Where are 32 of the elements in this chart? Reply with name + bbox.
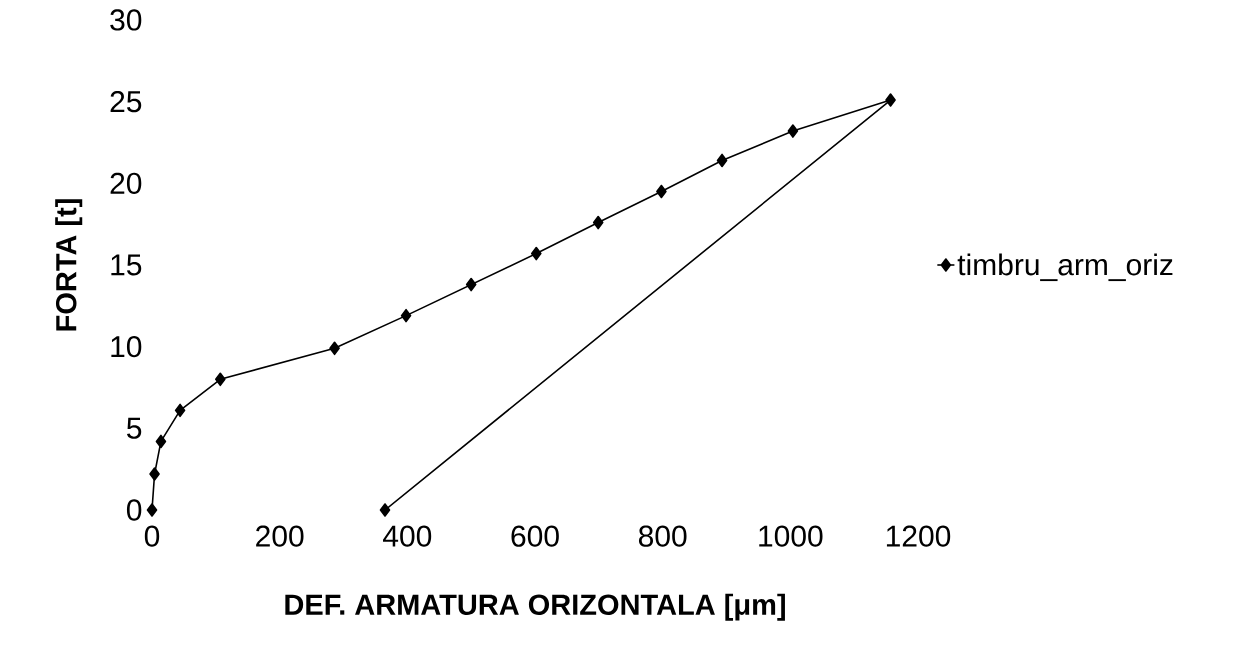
y-tick-label: 0 xyxy=(126,499,142,521)
y-tick-label: 20 xyxy=(110,172,142,194)
point xyxy=(656,184,667,199)
x-tick-label: 0 xyxy=(144,525,160,547)
point xyxy=(215,372,226,387)
legend-label: timbru_arm_oriz xyxy=(957,253,1173,282)
point xyxy=(155,434,167,449)
y-tick-label: 30 xyxy=(110,9,142,31)
y-tick-label: 5 xyxy=(126,417,142,439)
y-axis-title: FORTA [t] xyxy=(55,199,83,331)
x-tick-label: 1200 xyxy=(886,525,951,547)
point xyxy=(379,503,391,517)
point xyxy=(146,503,158,517)
point xyxy=(592,215,604,230)
point xyxy=(174,403,186,418)
point xyxy=(465,277,477,292)
y-tick-label: 10 xyxy=(111,336,142,358)
y-tick-label: 15 xyxy=(111,254,142,276)
point xyxy=(885,93,896,107)
point xyxy=(530,246,542,261)
x-axis-title: DEF. ARMATURA ORIZONTALA [μm] xyxy=(285,593,785,621)
point xyxy=(400,308,412,323)
point xyxy=(149,467,160,481)
point xyxy=(787,124,799,138)
x-tick-label: 400 xyxy=(383,525,432,547)
point xyxy=(329,341,340,356)
x-tick-label: 200 xyxy=(256,525,304,547)
x-tick-label: 800 xyxy=(638,525,687,547)
x-tick-label: 600 xyxy=(511,525,559,547)
point xyxy=(716,153,728,168)
y-tick-label: 25 xyxy=(110,91,142,113)
x-tick-label: 1000 xyxy=(759,525,823,547)
